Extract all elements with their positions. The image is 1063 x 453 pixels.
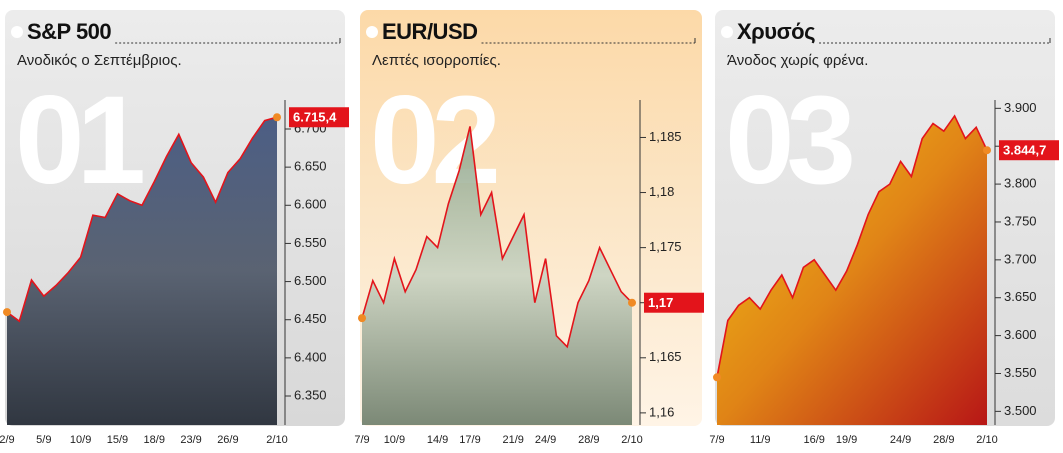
area (717, 115, 987, 426)
title-dot (721, 26, 733, 38)
panel-number: 03 (725, 71, 852, 210)
panel-number: 02 (370, 71, 497, 210)
x-tick-label: 28/9 (933, 434, 954, 446)
x-tick-label: 28/9 (578, 434, 599, 446)
panel-subtitle: Ανοδικός ο Σεπτέμβριος. (17, 52, 182, 69)
x-tick-label: 10/9 (384, 434, 405, 446)
end-dot (713, 373, 721, 382)
x-tick-label: 2/10 (266, 434, 287, 446)
x-tick-label: 7/9 (354, 434, 369, 446)
end-dot (628, 298, 636, 307)
panel-title: Χρυσός (737, 19, 815, 44)
end-dot (358, 314, 366, 323)
line (361, 126, 633, 349)
y-tick-label: 3.800 (1004, 176, 1037, 191)
area (7, 117, 277, 425)
y-tick-label: 1,175 (649, 239, 682, 254)
value-label: 6.715,4 (293, 110, 337, 125)
line (716, 114, 988, 378)
panel-number: 01 (15, 71, 144, 210)
x-tick-label: 16/9 (803, 434, 824, 446)
y-tick-label: 3.750 (1004, 213, 1037, 228)
title-dot (11, 26, 23, 38)
x-tick-label: 2/10 (976, 434, 997, 446)
y-tick-label: 3.500 (1004, 403, 1037, 418)
x-tick-label: 5/9 (36, 434, 51, 446)
y-tick-label: 1,16 (649, 404, 674, 419)
value-label-box (289, 107, 349, 128)
x-tick-label: 2/9 (0, 434, 15, 446)
y-tick-label: 6.450 (294, 311, 327, 326)
panel-subtitle: Λεπτές ισορροπίες. (372, 52, 501, 69)
value-label-box (999, 140, 1059, 161)
x-tick-label: 17/9 (459, 434, 480, 446)
end-dot (273, 113, 281, 122)
y-tick-label: 3.900 (1004, 100, 1037, 115)
y-tick-label: 3.700 (1004, 251, 1037, 266)
y-tick-label: 3.650 (1004, 289, 1037, 304)
y-tick-label: 6.350 (294, 387, 327, 402)
value-label: 1,17 (648, 295, 673, 310)
x-tick-label: 14/9 (427, 434, 448, 446)
y-tick-label: 6.500 (294, 273, 327, 288)
value-label-box (644, 292, 704, 313)
x-tick-label: 26/9 (217, 434, 238, 446)
x-tick-label: 19/9 (836, 434, 857, 446)
y-tick-label: 6.400 (294, 349, 327, 364)
y-tick-label: 6.600 (294, 197, 327, 212)
line (6, 116, 278, 323)
title-dot (366, 26, 378, 38)
x-tick-label: 21/9 (502, 434, 523, 446)
x-tick-label: 10/9 (70, 434, 91, 446)
y-tick-label: 1,165 (649, 349, 682, 364)
y-tick-label: 1,185 (649, 129, 682, 144)
x-tick-label: 24/9 (890, 434, 911, 446)
y-tick-label: 3.600 (1004, 327, 1037, 342)
x-tick-label: 7/9 (709, 434, 724, 446)
panel-title: S&P 500 (27, 19, 111, 44)
y-tick-label: 6.550 (294, 235, 327, 250)
y-tick-label: 1,18 (649, 184, 674, 199)
value-label: 3.844,7 (1003, 143, 1046, 158)
x-tick-label: 23/9 (180, 434, 201, 446)
end-dot (3, 308, 11, 317)
x-tick-label: 24/9 (535, 434, 556, 446)
panel-subtitle: Άνοδος χωρίς φρένα. (727, 52, 868, 69)
end-dot (983, 146, 991, 155)
area (362, 126, 632, 426)
x-tick-label: 2/10 (621, 434, 642, 446)
x-tick-label: 15/9 (107, 434, 128, 446)
y-tick-label: 3.550 (1004, 365, 1037, 380)
y-tick-label: 6.650 (294, 159, 327, 174)
x-tick-label: 11/9 (750, 434, 771, 446)
panel-title: EUR/USD (382, 19, 478, 44)
x-tick-label: 18/9 (144, 434, 165, 446)
